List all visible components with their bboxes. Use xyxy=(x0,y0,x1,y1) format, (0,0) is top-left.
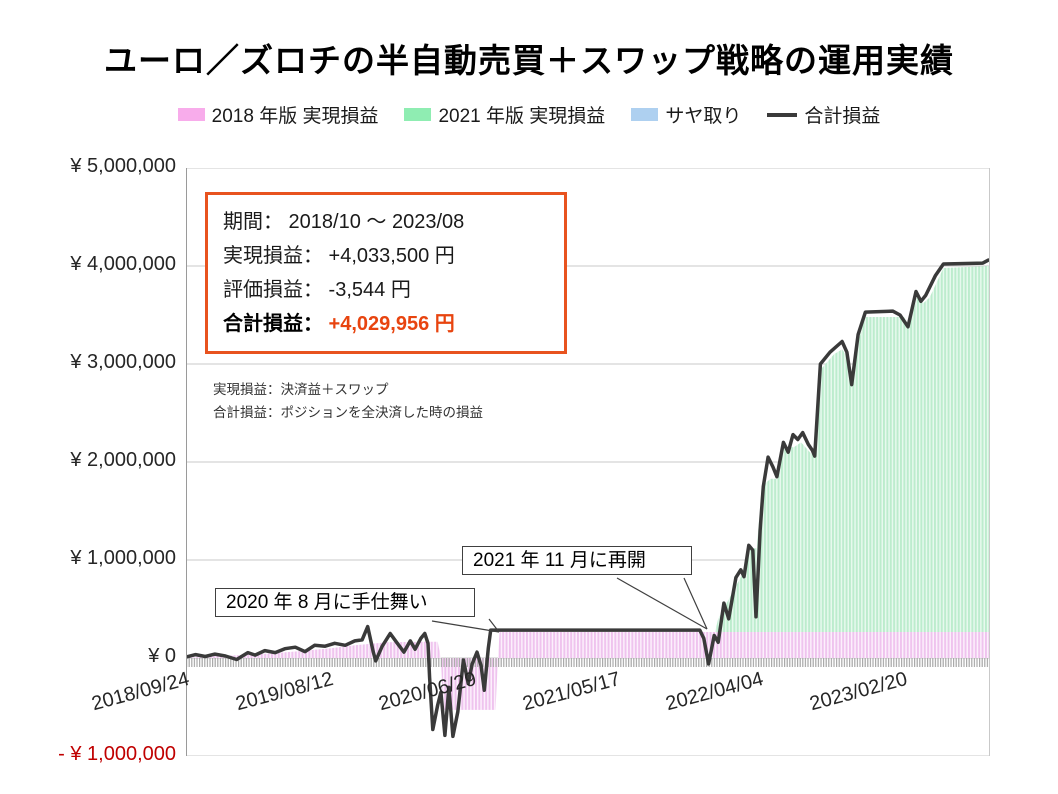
y-axis-label: ¥ 4,000,000 xyxy=(70,253,176,275)
info-line-2: 評価損益： -3,544 円 xyxy=(223,273,549,307)
info-line-value: +4,033,500 円 xyxy=(323,245,455,267)
area-series-pink xyxy=(186,632,990,710)
info-line-label: 期間： xyxy=(223,211,283,233)
footnote-0: 実現損益：決済益＋スワップ xyxy=(213,382,389,397)
legend-item-1: 2021 年版 実現損益 xyxy=(404,101,605,128)
legend-swatch-icon xyxy=(767,112,798,117)
y-axis-label: ¥ 0 xyxy=(148,645,176,667)
total-label: 合計損益： xyxy=(223,313,323,335)
info-line-total: 合計損益： +4,029,956 円 xyxy=(223,307,549,341)
y-axis-label: ¥ 1,000,000 xyxy=(70,547,176,569)
legend-label: 2018 年版 実現損益 xyxy=(211,106,379,127)
footnotes: 実現損益：決済益＋スワップ合計損益：ポジションを全決済した時の損益 xyxy=(213,378,483,424)
y-axis-label: ¥ 2,000,000 xyxy=(70,449,176,471)
info-line-label: 実現損益： xyxy=(223,245,323,267)
chart-svg xyxy=(184,167,991,757)
info-line-label: 評価損益： xyxy=(223,279,323,301)
chart-legend: 2018 年版 実現損益 2021 年版 実現損益 サヤ取り 合計損益 xyxy=(0,101,1058,128)
info-line-value: 2018/10 ～ 2023/08 xyxy=(283,211,465,233)
legend-swatch-icon xyxy=(404,108,432,121)
total-pl-line xyxy=(184,258,991,739)
legend-swatch-icon xyxy=(177,108,205,121)
legend-swatch-icon xyxy=(631,108,659,121)
plot-area xyxy=(184,167,991,757)
area-series-green xyxy=(715,266,990,632)
x-axis-tick-strip xyxy=(186,658,990,667)
legend-label: サヤ取り xyxy=(665,106,742,127)
info-line-value: -3,544 円 xyxy=(323,279,411,301)
y-axis-label: ¥ 5,000,000 xyxy=(70,155,176,177)
page-title: ユーロ／ズロチの半自動売買＋スワップ戦略の運用実績 xyxy=(104,42,954,79)
plot-borders xyxy=(186,168,990,756)
footnote-1: 合計損益：ポジションを全決済した時の損益 xyxy=(213,405,483,420)
info-line-0: 期間： 2018/10 ～ 2023/08 xyxy=(223,205,549,239)
callout-0: 2020 年 8 月に手仕舞い xyxy=(215,588,475,617)
callout-1: 2021 年 11 月に再開 xyxy=(462,546,692,575)
y-axis-label: ¥ 3,000,000 xyxy=(70,351,176,373)
y-axis-label: - ¥ 1,000,000 xyxy=(58,743,176,765)
legend-item-0: 2018 年版 実現損益 xyxy=(177,101,379,128)
legend-item-2: サヤ取り xyxy=(631,101,741,128)
series-areas xyxy=(186,266,990,710)
summary-info-box: 期間： 2018/10 ～ 2023/08 実現損益： +4,033,500 円評… xyxy=(205,192,567,354)
legend-label: 2021 年版 実現損益 xyxy=(438,106,606,127)
total-value: +4,029,956 円 xyxy=(323,313,455,335)
legend-item-3: 合計損益 xyxy=(767,101,880,128)
line-series-total xyxy=(184,258,991,739)
legend-label: 合計損益 xyxy=(804,106,881,127)
info-line-1: 実現損益： +4,033,500 円 xyxy=(223,239,549,273)
